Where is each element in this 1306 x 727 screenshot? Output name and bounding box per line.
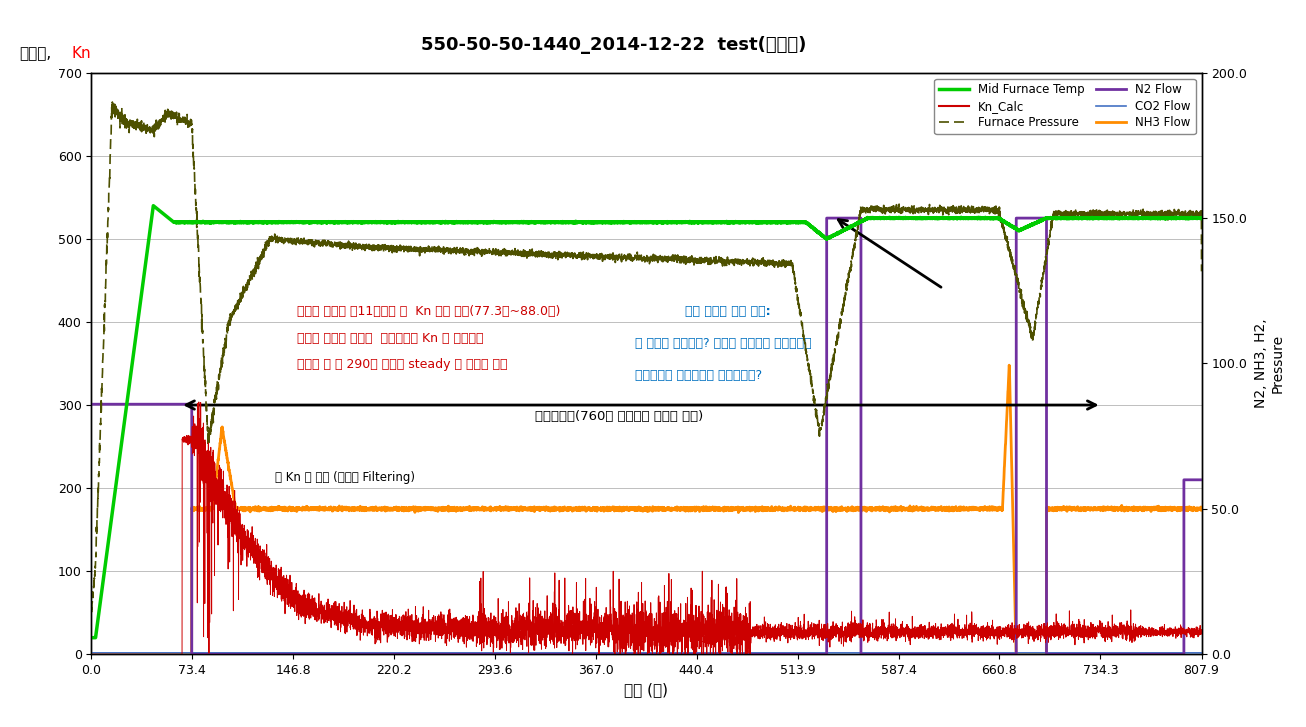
Text: 본작업구간(760분 경과후의 데이터 없음): 본작업구간(760분 경과후의 데이터 없음) [535,410,704,423]
Text: Kn: Kn [72,46,91,61]
Legend: Mid Furnace Temp, Kn_Calc, Furnace Pressure, N2 Flow, CO2 Flow, NH3 Flow: Mid Furnace Temp, Kn_Calc, Furnace Press… [934,79,1195,134]
Text: 왜 압력이 오르는가? 질소의 빈자리를 암모니아가: 왜 압력이 오르는가? 질소의 빈자리를 암모니아가 [636,337,812,350]
Text: 본작업 후 약 290분 경과후 steady 한 상태에 도달: 본작업 후 약 290분 경과후 steady 한 상태에 도달 [296,358,507,371]
Text: 550-50-50-1440_2014-12-22  test(순질화): 550-50-50-1440_2014-12-22 test(순질화) [421,36,807,55]
Y-axis label: N2, NH3, H2,
Pressure: N2, NH3, H2, Pressure [1254,318,1284,409]
Text: 본작업 시작후 약11분경과 후  Kn 변동 시작(77.3분~88.0분): 본작업 시작후 약11분경과 후 Kn 변동 시작(77.3분~88.0분) [296,305,560,318]
Text: 완만한 경사를 이루며  지속적으로 Kn 값 감소경향: 완만한 경사를 이루며 지속적으로 Kn 값 감소경향 [296,332,483,345]
Text: 로온도,: 로온도, [20,46,51,61]
Text: 분해되면서 평형상태를 유지하려고?: 분해되면서 평형상태를 유지하려고? [636,369,763,382]
Text: 로내 압력이 다시 상승:: 로내 압력이 다시 상승: [686,305,771,318]
Text: 실 Kn 값 표시 (일부값 Filtering): 실 Kn 값 표시 (일부값 Filtering) [274,471,414,484]
X-axis label: 시간 (분): 시간 (분) [624,683,669,698]
